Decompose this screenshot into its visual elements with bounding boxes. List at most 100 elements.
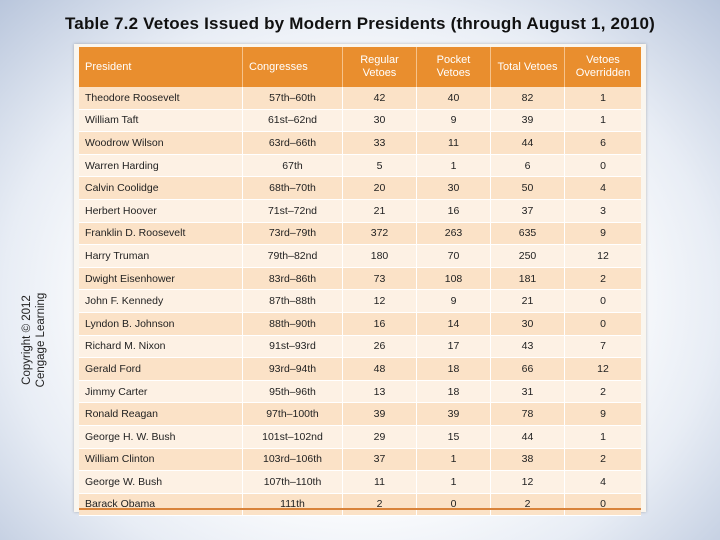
pocket-vetoes-cell: 9 [417, 290, 491, 313]
pocket-vetoes-cell: 30 [417, 177, 491, 200]
congresses-cell: 79th–82nd [243, 245, 343, 268]
vetoes-overridden-cell: 12 [565, 358, 641, 381]
president-cell: Dwight Eisenhower [79, 267, 243, 291]
vetoes-overridden-cell: 12 [565, 245, 641, 268]
pocket-vetoes-cell: 40 [417, 87, 491, 110]
vetoes-overridden-cell: 2 [565, 380, 641, 404]
table-row: Ronald Reagan 97th–100th 39 39 78 9 [79, 403, 641, 426]
congresses-cell: 97th–100th [243, 403, 343, 426]
table-row: Woodrow Wilson 63rd–66th 33 11 44 6 [79, 132, 641, 155]
pocket-vetoes-cell: 70 [417, 245, 491, 268]
vetoes-overridden-cell: 9 [565, 222, 641, 246]
total-vetoes-cell: 44 [491, 132, 565, 155]
president-cell: Harry Truman [79, 245, 243, 268]
header-pocket-vetoes: Pocket Vetoes [417, 47, 491, 87]
header-president: President [79, 47, 243, 87]
vetoes-overridden-cell: 1 [565, 87, 641, 110]
regular-vetoes-cell: 33 [343, 132, 417, 155]
vetoes-overridden-cell: 0 [565, 312, 641, 336]
regular-vetoes-cell: 37 [343, 448, 417, 472]
congresses-cell: 91st–93rd [243, 335, 343, 359]
regular-vetoes-cell: 26 [343, 335, 417, 359]
total-vetoes-cell: 12 [491, 471, 565, 494]
total-vetoes-cell: 6 [491, 154, 565, 178]
total-vetoes-cell: 78 [491, 403, 565, 426]
congresses-cell: 95th–96th [243, 380, 343, 404]
pocket-vetoes-cell: 9 [417, 109, 491, 133]
total-vetoes-cell: 37 [491, 199, 565, 223]
president-cell: Barack Obama [79, 493, 243, 517]
table-row: Warren Harding 67th 5 1 6 0 [79, 154, 641, 178]
header-vetoes-overridden: Vetoes Overridden [565, 47, 641, 87]
pocket-vetoes-cell: 39 [417, 403, 491, 426]
president-cell: Woodrow Wilson [79, 132, 243, 155]
vetoes-overridden-cell: 4 [565, 177, 641, 200]
congresses-cell: 73rd–79th [243, 222, 343, 246]
total-vetoes-cell: 50 [491, 177, 565, 200]
pocket-vetoes-cell: 1 [417, 471, 491, 494]
regular-vetoes-cell: 29 [343, 425, 417, 449]
pocket-vetoes-cell: 18 [417, 380, 491, 404]
pocket-vetoes-cell: 18 [417, 358, 491, 381]
congresses-cell: 101st–102nd [243, 425, 343, 449]
table-row: Herbert Hoover 71st–72nd 21 16 37 3 [79, 199, 641, 223]
pocket-vetoes-cell: 11 [417, 132, 491, 155]
slide-title: Table 7.2 Vetoes Issued by Modern Presid… [64, 14, 656, 33]
pocket-vetoes-cell: 1 [417, 154, 491, 178]
regular-vetoes-cell: 13 [343, 380, 417, 404]
congresses-cell: 68th–70th [243, 177, 343, 200]
president-cell: George W. Bush [79, 471, 243, 494]
regular-vetoes-cell: 11 [343, 471, 417, 494]
total-vetoes-cell: 21 [491, 290, 565, 313]
total-vetoes-cell: 82 [491, 87, 565, 110]
total-vetoes-cell: 38 [491, 448, 565, 472]
table-row: Franklin D. Roosevelt 73rd–79th 372 263 635 9 [79, 222, 641, 246]
president-cell: Theodore Roosevelt [79, 87, 243, 110]
total-vetoes-cell: 250 [491, 245, 565, 268]
president-cell: Lyndon B. Johnson [79, 312, 243, 336]
president-cell: Calvin Coolidge [79, 177, 243, 200]
regular-vetoes-cell: 16 [343, 312, 417, 336]
total-vetoes-cell: 181 [491, 267, 565, 291]
table-row: George W. Bush 107th–110th 11 1 12 4 [79, 471, 641, 494]
regular-vetoes-cell: 20 [343, 177, 417, 200]
table-row: George H. W. Bush 101st–102nd 29 15 44 1 [79, 425, 641, 449]
veto-table: President Congresses Regular Vetoes Pock… [79, 47, 641, 517]
congresses-cell: 67th [243, 154, 343, 178]
total-vetoes-cell: 2 [491, 493, 565, 517]
table-row: Theodore Roosevelt 57th–60th 42 40 82 1 [79, 87, 641, 110]
table-row: Calvin Coolidge 68th–70th 20 30 50 4 [79, 177, 641, 200]
president-cell: William Clinton [79, 448, 243, 472]
table-row: John F. Kennedy 87th–88th 12 9 21 0 [79, 290, 641, 313]
vetoes-overridden-cell: 4 [565, 471, 641, 494]
table-row: Lyndon B. Johnson 88th–90th 16 14 30 0 [79, 312, 641, 336]
president-cell: Herbert Hoover [79, 199, 243, 223]
regular-vetoes-cell: 30 [343, 109, 417, 133]
regular-vetoes-cell: 42 [343, 87, 417, 110]
congresses-cell: 93rd–94th [243, 358, 343, 381]
header-regular-vetoes: Regular Vetoes [343, 47, 417, 87]
table-row: Gerald Ford 93rd–94th 48 18 66 12 [79, 358, 641, 381]
table-body: Theodore Roosevelt 57th–60th 42 40 82 1 Willia… [79, 87, 641, 517]
president-cell: George H. W. Bush [79, 425, 243, 449]
vetoes-overridden-cell: 7 [565, 335, 641, 359]
regular-vetoes-cell: 180 [343, 245, 417, 268]
pocket-vetoes-cell: 15 [417, 425, 491, 449]
vetoes-overridden-cell: 3 [565, 199, 641, 223]
vetoes-overridden-cell: 9 [565, 403, 641, 426]
president-cell: William Taft [79, 109, 243, 133]
pocket-vetoes-cell: 16 [417, 199, 491, 223]
pocket-vetoes-cell: 263 [417, 222, 491, 246]
president-cell: John F. Kennedy [79, 290, 243, 313]
copyright-notice: Copyright © 2012 Cengage Learning [21, 292, 47, 388]
total-vetoes-cell: 635 [491, 222, 565, 246]
congresses-cell: 71st–72nd [243, 199, 343, 223]
president-cell: Warren Harding [79, 154, 243, 178]
pocket-vetoes-cell: 0 [417, 493, 491, 517]
vetoes-overridden-cell: 2 [565, 267, 641, 291]
table-row: Harry Truman 79th–82nd 180 70 250 12 [79, 245, 641, 268]
total-vetoes-cell: 31 [491, 380, 565, 404]
table-row: William Clinton 103rd–106th 37 1 38 2 [79, 448, 641, 472]
table-row: Jimmy Carter 95th–96th 13 18 31 2 [79, 380, 641, 404]
congresses-cell: 57th–60th [243, 87, 343, 110]
